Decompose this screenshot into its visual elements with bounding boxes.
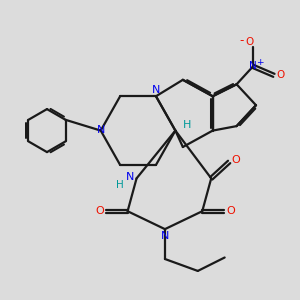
Text: O: O (245, 37, 253, 46)
Text: O: O (95, 206, 104, 216)
Text: H: H (182, 120, 191, 130)
Text: N: N (97, 125, 106, 135)
Text: N: N (161, 231, 169, 241)
Text: H: H (116, 180, 124, 190)
Text: O: O (276, 70, 285, 80)
Text: N: N (152, 85, 160, 95)
Text: O: O (226, 206, 235, 216)
Text: N: N (249, 61, 257, 71)
Text: N: N (126, 172, 134, 182)
Text: +: + (256, 58, 263, 67)
Text: -: - (239, 34, 243, 47)
Text: O: O (231, 154, 240, 165)
